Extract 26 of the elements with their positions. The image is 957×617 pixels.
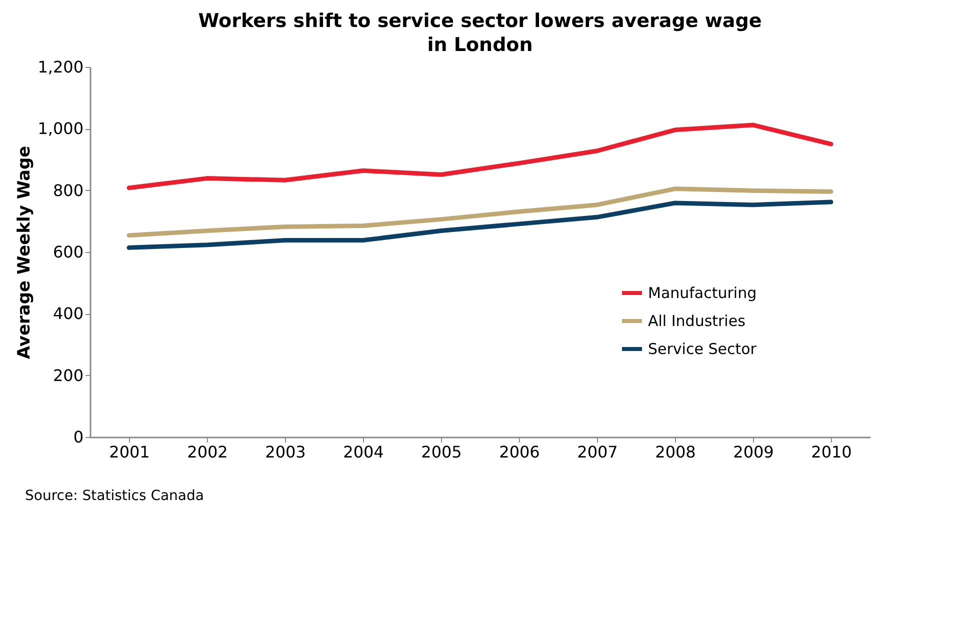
y-tick-label: 600 <box>52 242 84 262</box>
source-note: Source: Statistics Canada <box>25 488 204 504</box>
line-series <box>126 186 834 238</box>
x-tick-label: 2010 <box>811 442 852 462</box>
chart-title: Workers shift to service sector lowers average wage in London <box>198 10 762 56</box>
legend-label: Manufacturing <box>648 284 757 302</box>
y-tick-label: 0 <box>73 428 84 446</box>
y-axis-title: Average Weekly Wage <box>14 146 35 360</box>
x-tick-label: 2001 <box>109 442 150 462</box>
line-series <box>126 122 834 190</box>
legend-label: Service Sector <box>648 340 758 358</box>
x-tick-label: 2006 <box>499 442 540 462</box>
x-tick-label: 2003 <box>265 442 306 462</box>
y-tick-label: 1,200 <box>38 58 84 76</box>
y-tick-label: 200 <box>52 366 84 385</box>
x-tick-label: 2008 <box>655 442 696 462</box>
y-tick-label: 1,000 <box>38 119 84 138</box>
x-tick-label: 2007 <box>577 442 618 462</box>
x-tick-label: 2005 <box>421 442 462 462</box>
x-tick-label: 2002 <box>187 442 228 462</box>
x-tick-label: 2009 <box>733 442 774 462</box>
legend-label: All Industries <box>648 312 746 330</box>
line-series <box>126 200 834 250</box>
y-tick-label: 800 <box>52 180 84 200</box>
y-tick-label: 400 <box>52 304 84 324</box>
x-tick-label: 2004 <box>343 442 384 462</box>
